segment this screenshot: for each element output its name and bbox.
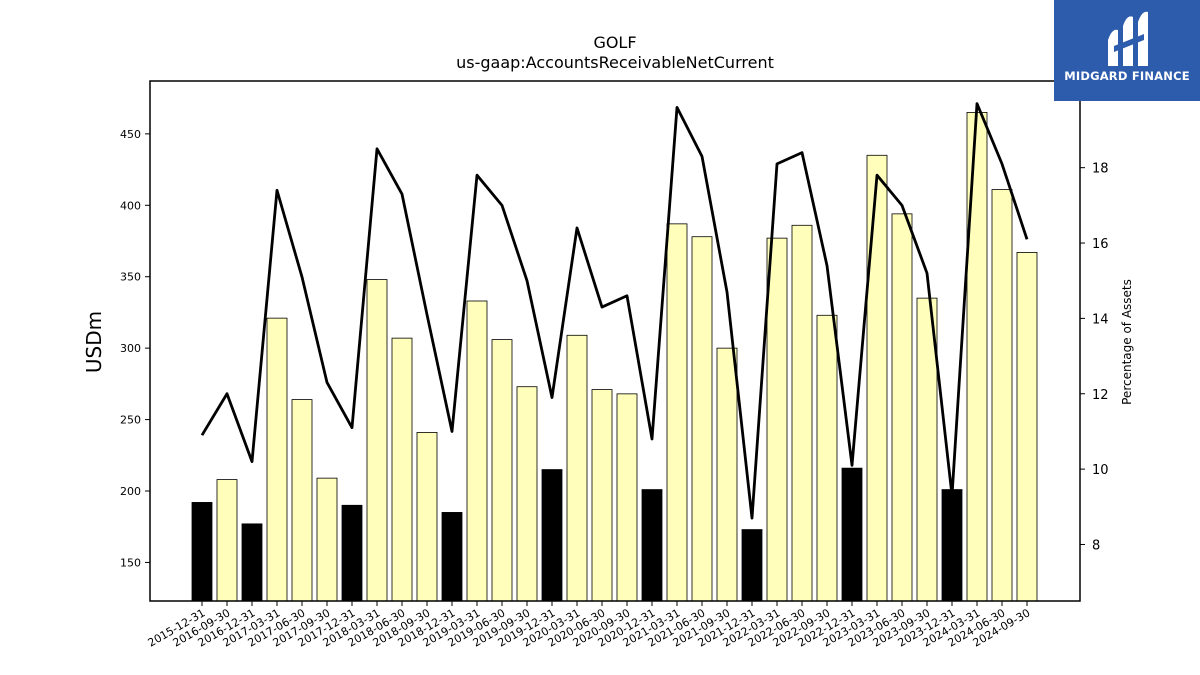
bar-2024-09-30 bbox=[1016, 252, 1038, 602]
y2-tick-label: 10 bbox=[1092, 463, 1109, 478]
line-group bbox=[200, 102, 1029, 520]
bar-2022-09-30 bbox=[816, 314, 838, 602]
right-axis: 8 10 12 14 16 18 bbox=[1080, 162, 1109, 553]
y-tick-label: 300 bbox=[120, 342, 141, 355]
bar-2016-12-31 bbox=[241, 523, 263, 602]
bar-2022-12-31 bbox=[841, 467, 863, 602]
y2-tick-label: 16 bbox=[1092, 237, 1109, 252]
percentage-line bbox=[200, 102, 1029, 520]
bar-2020-06-30 bbox=[591, 389, 613, 602]
y2-tick-label: 12 bbox=[1092, 388, 1109, 403]
bar-2020-03-31 bbox=[566, 334, 588, 602]
bar-2017-06-30 bbox=[291, 399, 313, 602]
bars-group bbox=[191, 112, 1038, 602]
y-tick-label: 250 bbox=[120, 414, 141, 427]
midgard-logo-icon bbox=[1108, 11, 1148, 66]
x-axis: 2015-12-312016-09-302016-12-312017-03-31… bbox=[146, 601, 1033, 650]
bar-2020-12-31 bbox=[641, 489, 663, 602]
y2-axis-label: Percentage of Assets bbox=[1120, 279, 1134, 405]
bar-2023-12-31 bbox=[941, 489, 963, 602]
bar-2018-09-30 bbox=[416, 432, 438, 602]
bar-2017-12-31 bbox=[341, 504, 363, 602]
plot-frame bbox=[149, 80, 1081, 602]
bar-2021-09-30 bbox=[716, 347, 738, 602]
bar-2022-03-31 bbox=[766, 237, 788, 602]
bar-2017-03-31 bbox=[266, 317, 288, 602]
bar-2022-06-30 bbox=[791, 224, 813, 602]
bar-2021-06-30 bbox=[691, 236, 713, 602]
y-tick-label: 200 bbox=[120, 485, 141, 498]
bar-2018-06-30 bbox=[391, 337, 413, 602]
y-tick-label: 450 bbox=[120, 128, 141, 141]
bar-2015-12-31 bbox=[191, 502, 213, 602]
y2-tick-label: 8 bbox=[1092, 538, 1100, 553]
y2-tick-label: 14 bbox=[1092, 312, 1109, 327]
chart-title: GOLF bbox=[593, 33, 636, 52]
brand-logo: MIDGARD FINANCE bbox=[1054, 0, 1200, 101]
bar-2018-12-31 bbox=[441, 512, 463, 602]
y-tick-label: 150 bbox=[120, 556, 141, 569]
y-tick-label: 350 bbox=[120, 271, 141, 284]
logo-text: MIDGARD FINANCE bbox=[1064, 69, 1190, 83]
bar-2024-06-30 bbox=[991, 189, 1013, 602]
bar-2023-06-30 bbox=[891, 213, 913, 602]
chart-subtitle: us-gaap:AccountsReceivableNetCurrent bbox=[456, 53, 774, 72]
bar-2021-03-31 bbox=[666, 223, 688, 602]
bar-2017-09-30 bbox=[316, 477, 338, 602]
y-axis-label: USDm bbox=[82, 311, 106, 373]
bar-2018-03-31 bbox=[366, 279, 388, 602]
left-axis: 150 200 250 300 350 400 450 bbox=[120, 128, 150, 569]
bar-2019-12-31 bbox=[541, 469, 563, 602]
bar-2019-03-31 bbox=[466, 300, 488, 602]
bar-2024-03-31 bbox=[966, 112, 988, 602]
y2-tick-label: 18 bbox=[1092, 162, 1109, 177]
bar-2019-09-30 bbox=[516, 386, 538, 602]
bar-2020-09-30 bbox=[616, 393, 638, 602]
y-tick-label: 400 bbox=[120, 199, 141, 212]
bar-2023-03-31 bbox=[866, 154, 888, 602]
bar-2021-12-31 bbox=[741, 529, 763, 602]
bar-2016-09-30 bbox=[216, 479, 238, 602]
bar-2019-06-30 bbox=[491, 339, 513, 602]
